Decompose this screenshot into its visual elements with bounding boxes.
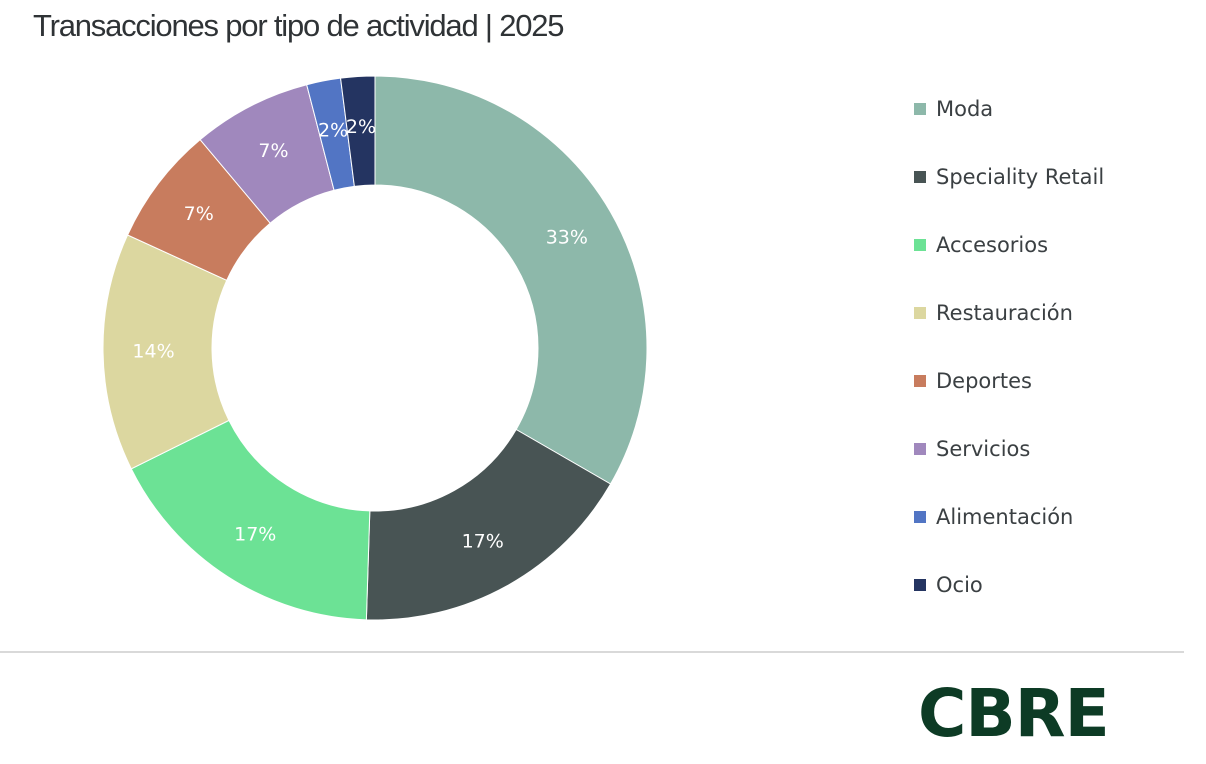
- legend-item: Speciality Retail: [914, 160, 1104, 228]
- legend-label: Alimentación: [936, 505, 1074, 529]
- data-label-alimentaci-n: 2%: [318, 120, 348, 142]
- legend-swatch: [914, 579, 926, 591]
- data-label-restauraci-n: 14%: [132, 341, 174, 363]
- legend-swatch: [914, 307, 926, 319]
- data-label-accesorios: 17%: [234, 523, 276, 545]
- data-label-moda: 33%: [546, 226, 588, 248]
- legend-item: Deportes: [914, 364, 1104, 432]
- legend-item: Ocio: [914, 568, 1104, 636]
- slice-moda: [374, 75, 648, 485]
- legend-swatch: [914, 511, 926, 523]
- legend-label: Moda: [936, 97, 994, 121]
- slice-speciality-retail: [365, 428, 612, 621]
- legend-label: Ocio: [936, 573, 983, 597]
- legend-label: Speciality Retail: [936, 165, 1105, 189]
- data-label-deportes: 7%: [184, 203, 214, 225]
- legend-swatch: [914, 239, 926, 251]
- cbre-logo: CBRE: [918, 675, 1110, 752]
- legend-label: Deportes: [936, 369, 1032, 393]
- legend-item: Servicios: [914, 432, 1104, 500]
- slice-accesorios: [130, 419, 371, 621]
- legend-item: Restauración: [914, 296, 1104, 364]
- legend-item: Accesorios: [914, 228, 1104, 296]
- data-label-speciality-retail: 17%: [462, 531, 504, 553]
- legend-swatch: [914, 443, 926, 455]
- legend-swatch: [914, 171, 926, 183]
- legend-label: Restauración: [936, 301, 1073, 325]
- legend-swatch: [914, 375, 926, 387]
- legend-label: Accesorios: [936, 233, 1049, 257]
- legend-item: Alimentación: [914, 500, 1104, 568]
- footer-divider: [0, 651, 1184, 653]
- data-label-servicios: 7%: [258, 140, 288, 162]
- legend-swatch: [914, 103, 926, 115]
- data-label-ocio: 2%: [346, 116, 376, 138]
- chart-title: Transacciones por tipo de actividad | 20…: [33, 8, 565, 43]
- legend-label: Servicios: [936, 437, 1031, 461]
- chart-legend: Moda Speciality Retail Accesorios Restaurac…: [914, 92, 1104, 636]
- legend-item: Moda: [914, 92, 1104, 160]
- slice-ocio: [340, 75, 376, 187]
- donut-chart: 33% 17% 17% 14% 7% 7% 2%2%: [102, 75, 648, 621]
